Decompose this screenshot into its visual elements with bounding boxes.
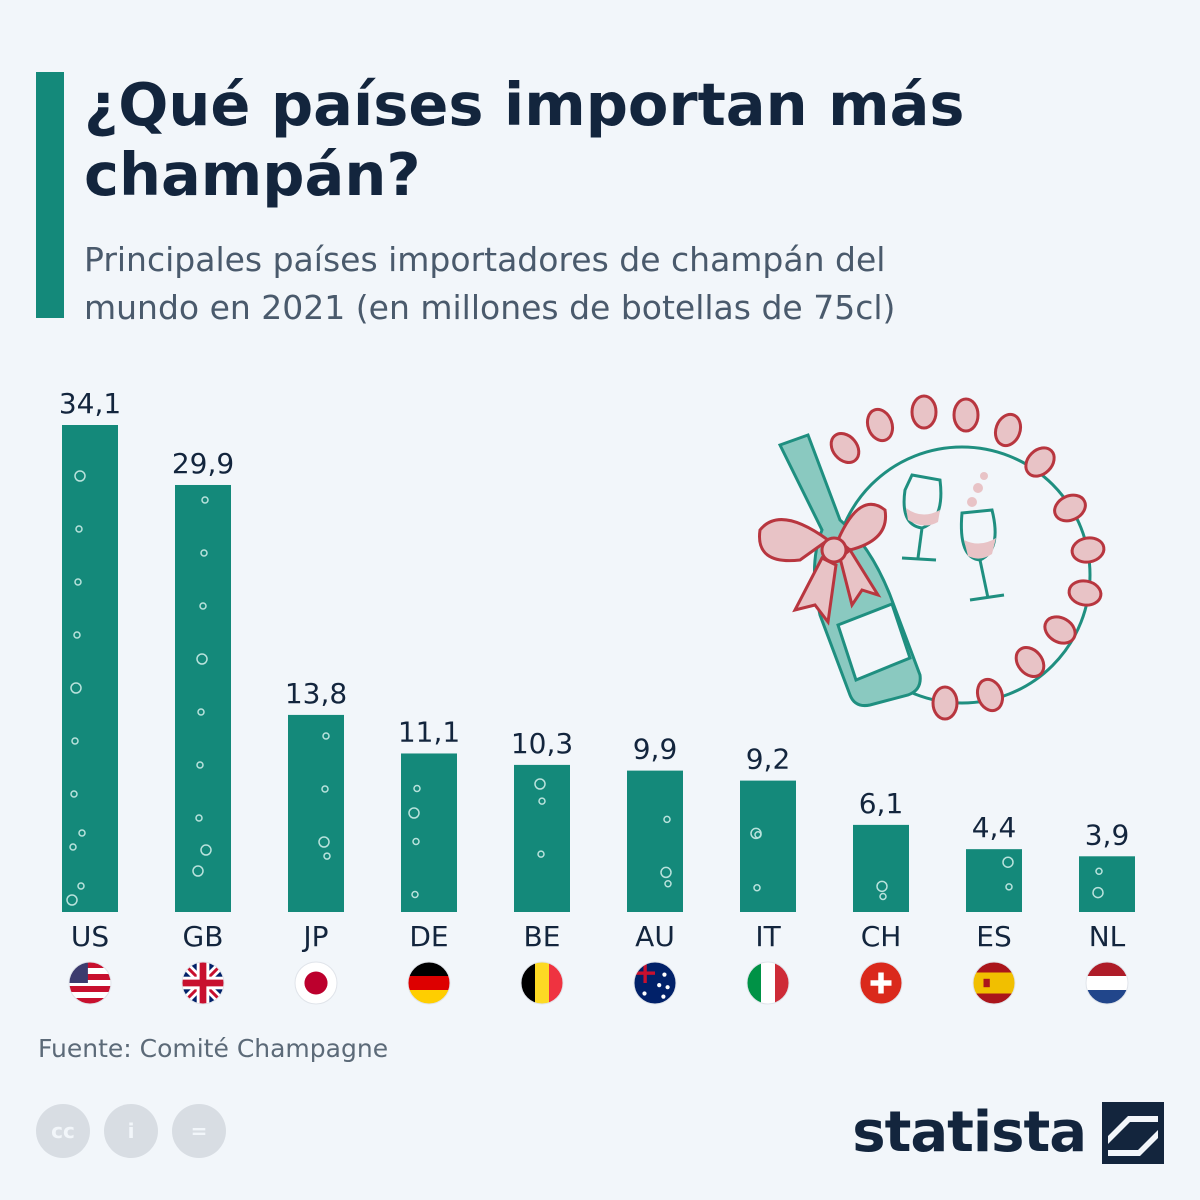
brand-name: statista	[852, 1100, 1087, 1165]
bubble-icon	[537, 850, 545, 858]
bubble-icon	[412, 837, 420, 846]
ch-flag-icon	[859, 961, 903, 1005]
value-label-jp: 13,8	[285, 677, 347, 710]
bar-de[interactable]	[401, 753, 457, 912]
gb-flag-icon	[181, 961, 225, 1005]
bubble-icon	[534, 778, 546, 790]
chart-subtitle: Principales países importadores de champ…	[84, 240, 896, 327]
bubble-icon	[660, 866, 672, 879]
bubble-icon	[74, 470, 86, 482]
bubble-icon	[753, 884, 761, 892]
bubble-icon	[78, 829, 86, 837]
category-label-au: AU	[635, 920, 675, 953]
bar-us[interactable]	[62, 425, 118, 912]
bubble-icon	[318, 836, 330, 848]
bar-jp[interactable]	[288, 714, 344, 912]
value-label-ch: 6,1	[859, 787, 904, 820]
bubble-icon	[538, 797, 546, 805]
value-label-au: 9,9	[633, 733, 678, 766]
bar-es[interactable]	[966, 849, 1022, 912]
category-label-de: DE	[409, 920, 448, 953]
jp-flag-icon	[294, 961, 338, 1005]
bubble-icon	[195, 814, 203, 822]
christmas-lights-icon	[829, 394, 1106, 721]
bubble-icon	[408, 807, 420, 819]
bubble-icon	[196, 761, 204, 769]
category-label-us: US	[71, 920, 109, 953]
value-label-be: 10,3	[511, 727, 573, 760]
bubble-icon	[879, 892, 887, 901]
nl-flag-icon	[1085, 961, 1129, 1005]
bubble-icon	[73, 631, 81, 639]
title-accent-bar	[36, 72, 64, 318]
statista-logo-icon	[1102, 1101, 1164, 1164]
value-label-us: 34,1	[59, 387, 121, 420]
bubble-icon	[1095, 867, 1103, 876]
bubble-icon	[1005, 883, 1013, 891]
value-label-gb: 29,9	[172, 447, 234, 480]
champagne-glasses-icon	[901, 472, 1005, 602]
bubble-icon	[196, 653, 208, 665]
value-label-nl: 3,9	[1085, 818, 1130, 851]
bar-nl[interactable]	[1079, 856, 1135, 912]
champagne-illustration	[758, 394, 1106, 721]
bubble-icon	[74, 578, 82, 586]
bar-gb[interactable]	[175, 484, 231, 912]
bubble-icon	[664, 880, 672, 888]
value-label-de: 11,1	[398, 715, 460, 748]
de-flag-icon	[407, 961, 451, 1005]
bubble-icon	[1002, 856, 1014, 868]
bubble-icon	[321, 785, 329, 793]
bubble-icon	[201, 496, 209, 504]
cc-icon[interactable]: cc	[36, 1104, 90, 1158]
chart-title: ¿Qué países importan más champán?	[84, 70, 965, 209]
category-label-it: IT	[755, 920, 781, 953]
au-flag-icon	[633, 961, 677, 1005]
bar-be[interactable]	[514, 764, 570, 912]
bubble-icon	[70, 790, 78, 798]
value-label-it: 9,2	[746, 743, 791, 776]
bubble-icon	[71, 737, 79, 745]
category-label-ch: CH	[861, 920, 902, 953]
bubble-icon	[192, 865, 204, 877]
source-note: Fuente: Comité Champagne	[38, 1034, 389, 1063]
bubble-icon	[876, 880, 888, 893]
bubble-icon	[197, 708, 205, 716]
bubble-icon	[323, 852, 331, 860]
bubble-icon	[199, 602, 207, 610]
bar-it[interactable]	[740, 780, 796, 912]
it-flag-icon	[746, 961, 790, 1005]
license-icons: cc i =	[36, 1104, 226, 1158]
bubble-icon	[411, 890, 419, 899]
ribbon-bow-icon	[758, 502, 888, 626]
bubble-icon	[754, 831, 762, 839]
bubble-icon	[200, 549, 208, 557]
bar-au[interactable]	[627, 770, 683, 912]
bubble-icon	[1092, 886, 1104, 899]
bubble-icon	[75, 525, 83, 533]
category-label-nl: NL	[1089, 920, 1126, 953]
es-flag-icon	[972, 961, 1016, 1005]
us-flag-icon	[68, 961, 112, 1005]
bubble-icon	[69, 843, 77, 851]
no-derivatives-icon[interactable]: =	[172, 1104, 226, 1158]
bubble-icon	[77, 882, 85, 890]
bar-ch[interactable]	[853, 824, 909, 912]
bubble-icon	[66, 894, 78, 906]
bubble-icon	[663, 815, 671, 824]
statista-logo[interactable]: statista	[852, 1100, 1164, 1165]
category-label-be: BE	[524, 920, 561, 953]
category-label-gb: GB	[183, 920, 224, 953]
value-label-es: 4,4	[972, 811, 1017, 844]
be-flag-icon	[520, 961, 564, 1005]
bubble-icon	[200, 844, 212, 856]
category-label-es: ES	[976, 920, 1011, 953]
category-label-jp: JP	[301, 920, 328, 953]
bubble-icon	[70, 682, 82, 694]
attribution-icon[interactable]: i	[104, 1104, 158, 1158]
bar-chart: 34,1 US 29,9 GB 13,8 JP 11,1 DE 10,3 BE 9,9 AU 9,2 IT…	[59, 387, 1135, 1005]
bubble-icon	[322, 732, 330, 740]
bubble-icon	[413, 784, 421, 793]
